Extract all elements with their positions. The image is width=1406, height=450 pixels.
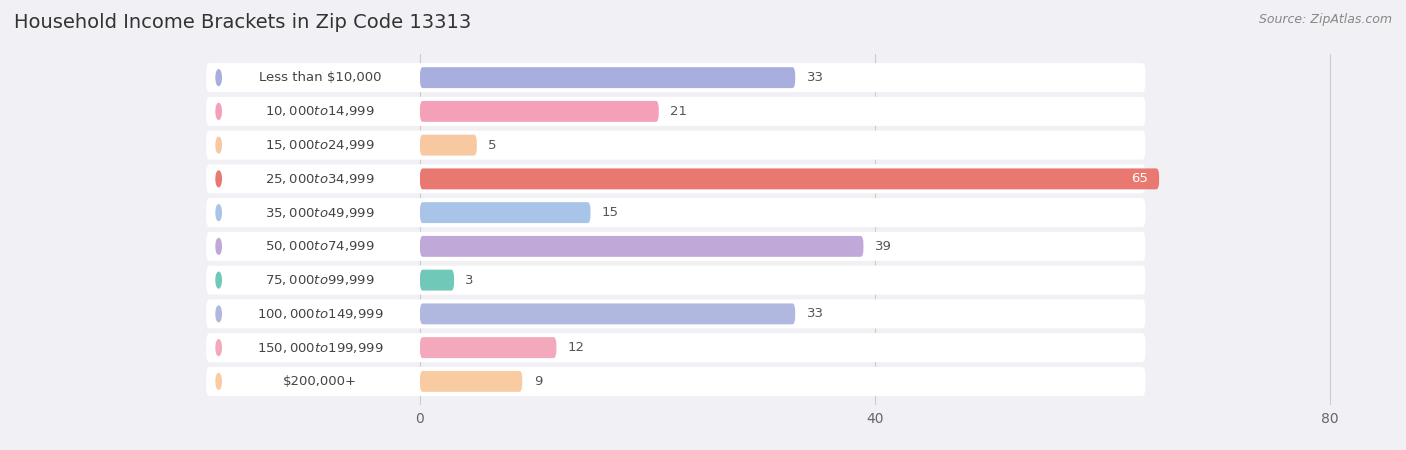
FancyBboxPatch shape — [207, 164, 1146, 194]
Text: $50,000 to $74,999: $50,000 to $74,999 — [264, 239, 375, 253]
Text: $35,000 to $49,999: $35,000 to $49,999 — [264, 206, 375, 220]
Text: $25,000 to $34,999: $25,000 to $34,999 — [264, 172, 375, 186]
FancyBboxPatch shape — [212, 101, 420, 122]
Text: Less than $10,000: Less than $10,000 — [259, 71, 381, 84]
Text: 3: 3 — [465, 274, 474, 287]
FancyBboxPatch shape — [212, 303, 420, 324]
FancyBboxPatch shape — [212, 168, 420, 189]
FancyBboxPatch shape — [420, 202, 591, 223]
Text: 21: 21 — [671, 105, 688, 118]
FancyBboxPatch shape — [207, 63, 1146, 92]
FancyBboxPatch shape — [420, 168, 1159, 189]
Text: Source: ZipAtlas.com: Source: ZipAtlas.com — [1258, 14, 1392, 27]
Circle shape — [217, 340, 221, 356]
FancyBboxPatch shape — [207, 130, 1146, 160]
FancyBboxPatch shape — [207, 232, 1146, 261]
Text: 33: 33 — [807, 71, 824, 84]
Circle shape — [217, 137, 221, 153]
Text: $100,000 to $149,999: $100,000 to $149,999 — [257, 307, 382, 321]
FancyBboxPatch shape — [207, 367, 1146, 396]
Circle shape — [217, 171, 221, 187]
FancyBboxPatch shape — [212, 202, 420, 223]
FancyBboxPatch shape — [212, 371, 420, 392]
Text: 5: 5 — [488, 139, 496, 152]
FancyBboxPatch shape — [207, 198, 1146, 227]
Text: 12: 12 — [568, 341, 585, 354]
FancyBboxPatch shape — [420, 135, 477, 156]
Text: 9: 9 — [534, 375, 543, 388]
Text: 15: 15 — [602, 206, 619, 219]
FancyBboxPatch shape — [420, 236, 863, 257]
Circle shape — [217, 205, 221, 220]
FancyBboxPatch shape — [207, 299, 1146, 328]
Circle shape — [217, 306, 221, 322]
Text: $10,000 to $14,999: $10,000 to $14,999 — [264, 104, 375, 118]
FancyBboxPatch shape — [212, 236, 420, 257]
Circle shape — [217, 238, 221, 254]
Text: 33: 33 — [807, 307, 824, 320]
Text: $200,000+: $200,000+ — [283, 375, 357, 388]
Text: $15,000 to $24,999: $15,000 to $24,999 — [264, 138, 375, 152]
Text: 39: 39 — [875, 240, 891, 253]
Text: Household Income Brackets in Zip Code 13313: Household Income Brackets in Zip Code 13… — [14, 14, 471, 32]
Text: $150,000 to $199,999: $150,000 to $199,999 — [257, 341, 382, 355]
FancyBboxPatch shape — [212, 67, 420, 88]
FancyBboxPatch shape — [420, 371, 522, 392]
FancyBboxPatch shape — [212, 135, 420, 156]
Text: $75,000 to $99,999: $75,000 to $99,999 — [264, 273, 375, 287]
FancyBboxPatch shape — [420, 303, 796, 324]
FancyBboxPatch shape — [420, 67, 796, 88]
FancyBboxPatch shape — [207, 266, 1146, 295]
Circle shape — [217, 374, 221, 389]
FancyBboxPatch shape — [207, 333, 1146, 362]
Circle shape — [217, 272, 221, 288]
FancyBboxPatch shape — [420, 337, 557, 358]
FancyBboxPatch shape — [212, 270, 420, 291]
FancyBboxPatch shape — [212, 337, 420, 358]
Circle shape — [217, 70, 221, 86]
FancyBboxPatch shape — [420, 270, 454, 291]
FancyBboxPatch shape — [420, 101, 659, 122]
Circle shape — [217, 104, 221, 119]
Text: 65: 65 — [1130, 172, 1147, 185]
FancyBboxPatch shape — [207, 97, 1146, 126]
